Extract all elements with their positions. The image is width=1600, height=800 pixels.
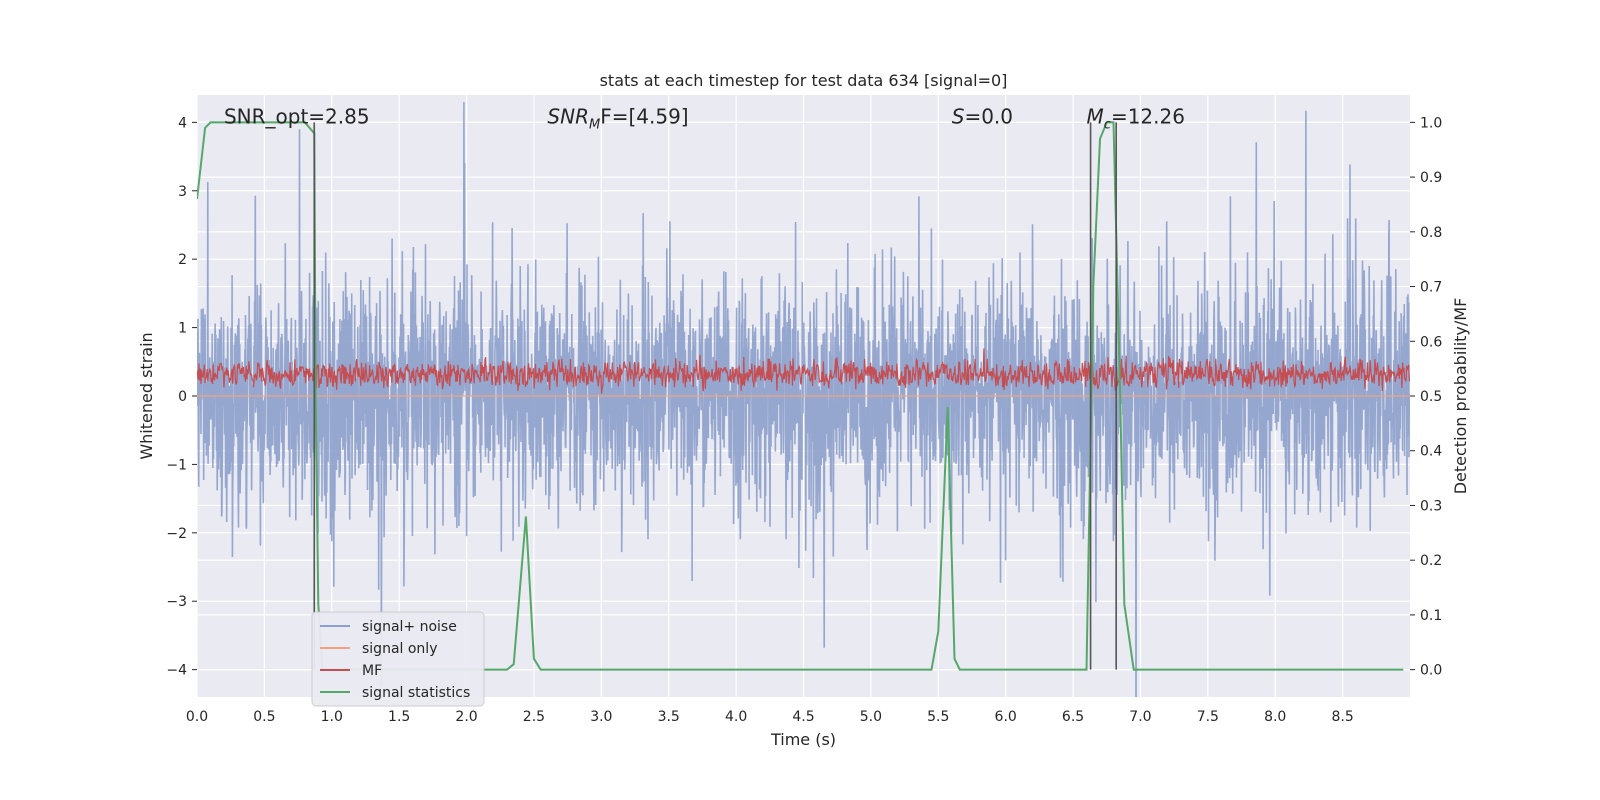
x-tick-label: 0.5 (253, 709, 275, 725)
x-tick-label: 5.0 (860, 709, 882, 725)
snr-mf-annotation: SNRMF=[4.59] (547, 104, 688, 132)
y-axis-right-ticks: 1.0 0.9 0.8 0.7 0.6 0.5 0.4 0.3 0.2 0.1 0.0 (1410, 115, 1442, 679)
x-tick-label: 1.0 (321, 709, 343, 725)
y-tick-label-left: 1 (178, 321, 187, 337)
legend-label: signal only (362, 641, 437, 657)
y-tick-label-right: 0.1 (1420, 608, 1442, 624)
annotations: SNR_opt=2.85 SNRMF=[4.59] S=0.0 Mc=12.26 (224, 104, 1185, 132)
x-axis-ticks: 0.0 0.5 1.0 1.5 2.0 2.5 3.0 3.5 4.0 4.5 5.0 5.5 6.0 6… (186, 709, 1354, 725)
series-mf (197, 348, 1410, 394)
y-tick-label-right: 0.2 (1420, 553, 1442, 569)
legend-label: MF (362, 663, 382, 679)
s-annotation: S=0.0 (952, 104, 1013, 128)
chart-title: stats at each timestep for test data 634… (600, 71, 1008, 90)
y-tick-label-left: 4 (178, 115, 187, 131)
x-tick-label: 6.5 (1062, 709, 1084, 725)
y-tick-label-left: −2 (166, 526, 187, 542)
y-tick-label-right: 0.0 (1420, 663, 1442, 679)
x-tick-label: 8.0 (1264, 709, 1286, 725)
x-tick-label: 2.5 (523, 709, 545, 725)
y-tick-label-right: 0.7 (1420, 280, 1442, 296)
y-tick-label-right: 0.4 (1420, 444, 1442, 460)
legend-label: signal statistics (362, 685, 470, 701)
x-tick-label: 1.5 (388, 709, 410, 725)
markers-layer (313, 122, 1117, 670)
series-signal-noise (197, 102, 1410, 697)
x-tick-label: 6.0 (995, 709, 1017, 725)
y-tick-label-left: −3 (166, 594, 187, 610)
y-axis-left-ticks: 4 3 2 1 0 −1 −2 −3 −4 (166, 115, 197, 679)
y-tick-label-left: 3 (178, 184, 187, 200)
snr-opt-annotation: SNR_opt=2.85 (224, 104, 370, 128)
x-tick-label: 2.0 (455, 709, 477, 725)
y-tick-label-right: 0.9 (1420, 170, 1442, 186)
x-tick-label: 3.5 (658, 709, 680, 725)
legend: signal+ noise signal only MF signal statist… (311, 611, 485, 707)
mc-annotation: Mc=12.26 (1087, 104, 1185, 132)
x-tick-label: 5.5 (927, 709, 949, 725)
y-tick-label-right: 0.5 (1420, 389, 1442, 405)
x-tick-label: 3.0 (590, 709, 612, 725)
series-layer (197, 102, 1410, 697)
x-tick-label: 4.0 (725, 709, 747, 725)
y-tick-label-right: 0.8 (1420, 225, 1442, 241)
y-axis-left-label: Whitened strain (137, 332, 156, 459)
x-tick-label: 7.5 (1197, 709, 1219, 725)
x-tick-label: 0.0 (186, 709, 208, 725)
legend-box (311, 611, 485, 707)
y-tick-label-right: 1.0 (1420, 115, 1442, 131)
y-tick-label-right: 0.6 (1420, 334, 1442, 350)
x-tick-label: 7.0 (1129, 709, 1151, 725)
legend-label: signal+ noise (362, 619, 457, 635)
x-tick-label: 8.5 (1331, 709, 1353, 725)
y-tick-label-right: 0.3 (1420, 498, 1442, 514)
x-tick-label: 4.5 (792, 709, 814, 725)
y-tick-label-left: 0 (178, 389, 187, 405)
y-axis-right-label: Detection probability/MF (1451, 298, 1470, 495)
y-tick-label-left: 2 (178, 252, 187, 268)
y-tick-label-left: −4 (166, 663, 187, 679)
y-tick-label-left: −1 (166, 457, 187, 473)
x-axis-label: Time (s) (770, 730, 836, 749)
